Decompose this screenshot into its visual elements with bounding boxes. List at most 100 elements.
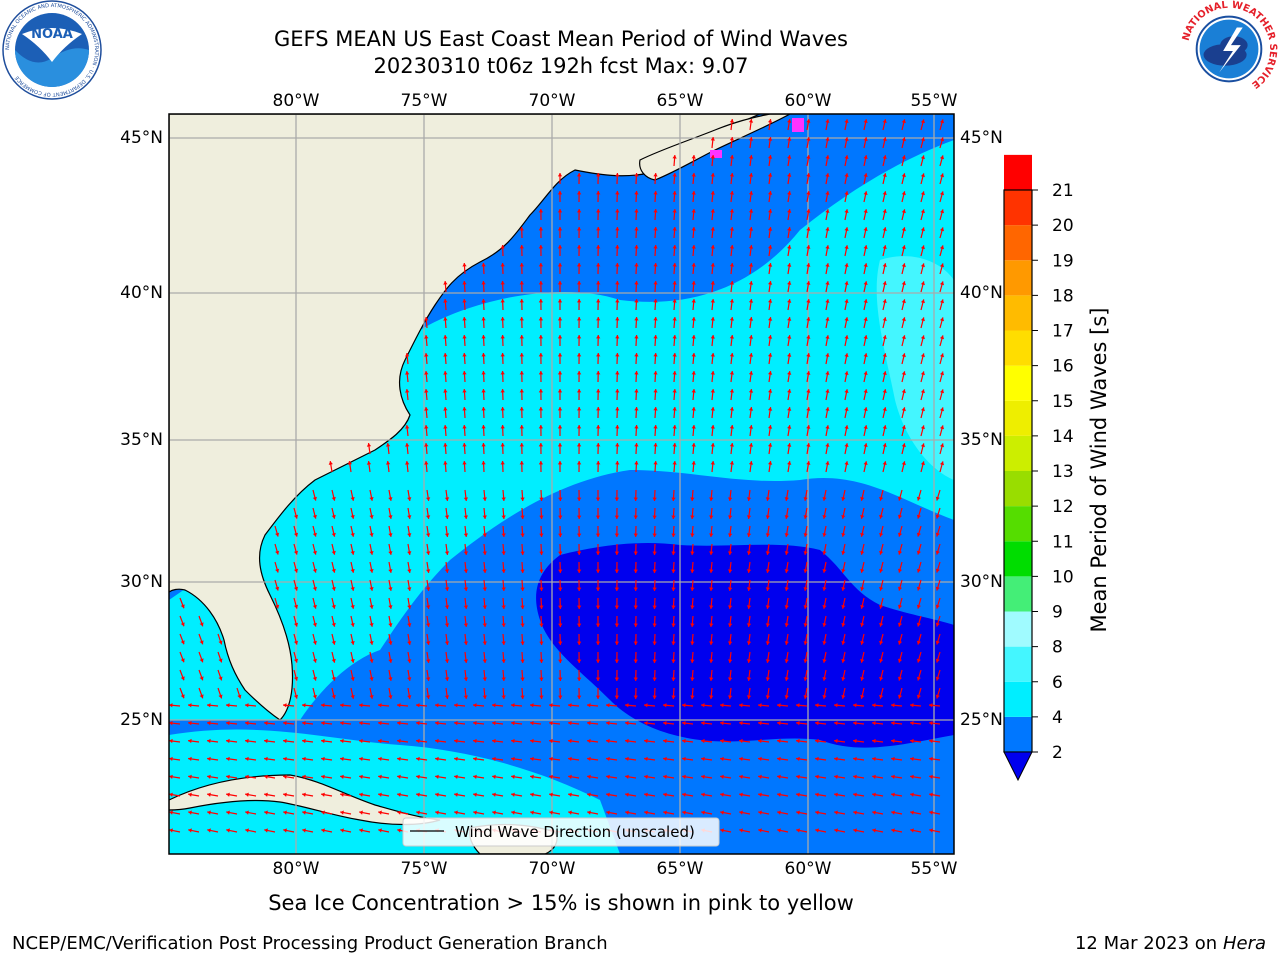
wave-direction-arrow (407, 489, 412, 501)
wave-direction-arrow (852, 703, 865, 708)
wave-direction-arrow (767, 119, 773, 131)
wave-direction-arrow (652, 651, 657, 664)
wave-direction-arrow (624, 721, 637, 726)
wave-direction-arrow (844, 353, 849, 365)
wave-direction-arrow (350, 687, 355, 699)
wave-direction-arrow (882, 209, 887, 221)
wave-direction-arrow (882, 317, 887, 329)
wave-direction-arrow (625, 810, 637, 815)
wave-direction-arrow (879, 687, 884, 699)
wave-direction-arrow (596, 316, 601, 329)
wave-direction-arrow (803, 669, 808, 681)
wave-direction-arrow (882, 191, 887, 203)
wave-direction-arrow (263, 721, 276, 726)
wave-direction-arrow (682, 810, 694, 815)
wave-direction-arrow (787, 155, 792, 167)
wave-direction-arrow (853, 828, 865, 833)
wave-direction-arrow (672, 298, 677, 311)
wave-direction-arrow (615, 406, 620, 419)
wave-direction-arrow (179, 597, 185, 609)
wave-direction-arrow (169, 756, 181, 762)
wave-direction-arrow (815, 810, 827, 815)
wave-direction-arrow (558, 525, 563, 538)
wave-direction-arrow (806, 371, 811, 383)
wave-direction-arrow (264, 810, 276, 815)
wave-direction-arrow (416, 792, 428, 797)
wave-direction-arrow (815, 774, 827, 779)
wave-direction-arrow (784, 579, 789, 591)
wave-direction-arrow (473, 792, 485, 797)
wave-direction-arrow (663, 810, 675, 815)
wave-direction-arrow (729, 335, 735, 347)
wave-direction-arrow (863, 119, 868, 131)
wave-direction-arrow (397, 756, 409, 762)
wave-direction-arrow (331, 489, 336, 501)
wave-direction-arrow (331, 579, 336, 591)
wave-direction-arrow (539, 507, 544, 520)
wave-direction-arrow (663, 792, 675, 797)
wave-direction-arrow (520, 669, 525, 682)
wave-direction-arrow (748, 371, 754, 383)
wave-direction-arrow (500, 244, 505, 257)
wave-direction-arrow (841, 561, 846, 573)
wave-direction-arrow (481, 316, 486, 329)
wave-direction-arrow (748, 425, 754, 437)
wave-direction-arrow (320, 721, 333, 726)
wave-direction-arrow (424, 424, 429, 437)
wave-direction-arrow (920, 155, 925, 167)
wave-direction-arrow (739, 810, 751, 815)
wave-direction-arrow (576, 489, 582, 502)
wave-direction-arrow (434, 703, 447, 708)
wave-direction-arrow (939, 371, 945, 383)
wave-direction-arrow (916, 597, 922, 609)
wave-direction-arrow (672, 370, 677, 383)
wave-direction-arrow (388, 543, 393, 555)
wave-direction-arrow (359, 774, 371, 779)
wave-direction-arrow (634, 370, 639, 383)
wave-direction-arrow (803, 651, 808, 663)
wave-direction-arrow (482, 597, 487, 610)
wave-direction-arrow (312, 543, 317, 555)
wave-direction-arrow (549, 738, 561, 744)
wave-direction-arrow (519, 442, 524, 455)
wave-direction-arrow (935, 615, 941, 627)
wave-direction-arrow (690, 669, 695, 682)
wave-direction-arrow (720, 774, 732, 779)
wave-direction-arrow (891, 774, 903, 779)
wave-direction-arrow (901, 245, 906, 257)
wave-direction-arrow (397, 810, 409, 815)
wave-direction-arrow (920, 317, 925, 329)
wave-direction-arrow (615, 244, 620, 257)
wave-direction-arrow (443, 442, 448, 455)
wave-direction-arrow (615, 460, 620, 473)
wave-direction-arrow (653, 244, 658, 257)
wave-direction-arrow (834, 738, 846, 744)
wave-direction-arrow (596, 208, 601, 221)
wave-direction-arrow (825, 425, 830, 437)
wave-direction-arrow (767, 407, 773, 419)
wave-direction-arrow (538, 316, 544, 329)
wave-direction-arrow (935, 507, 941, 519)
wave-direction-arrow (435, 756, 447, 762)
wave-direction-arrow (188, 756, 200, 762)
wave-direction-arrow (920, 389, 925, 401)
wave-direction-arrow (920, 407, 925, 419)
wave-direction-arrow (784, 669, 789, 681)
wave-direction-arrow (633, 489, 638, 502)
wave-direction-arrow (576, 507, 582, 520)
wave-direction-arrow (596, 190, 601, 203)
wave-direction-arrow (663, 774, 675, 779)
wave-direction-arrow (690, 507, 695, 520)
wave-direction-arrow (671, 579, 676, 592)
wave-direction-arrow (606, 774, 618, 779)
wave-direction-arrow (806, 317, 811, 329)
wave-direction-arrow (350, 633, 355, 645)
wave-direction-arrow (767, 461, 773, 473)
wave-direction-arrow (729, 263, 735, 275)
wave-direction-arrow (765, 561, 770, 573)
wave-direction-arrow (897, 561, 903, 573)
wave-direction-arrow (901, 389, 906, 401)
wave-direction-arrow (863, 389, 868, 401)
wave-direction-arrow (709, 489, 714, 502)
wave-direction-arrow (500, 334, 505, 347)
